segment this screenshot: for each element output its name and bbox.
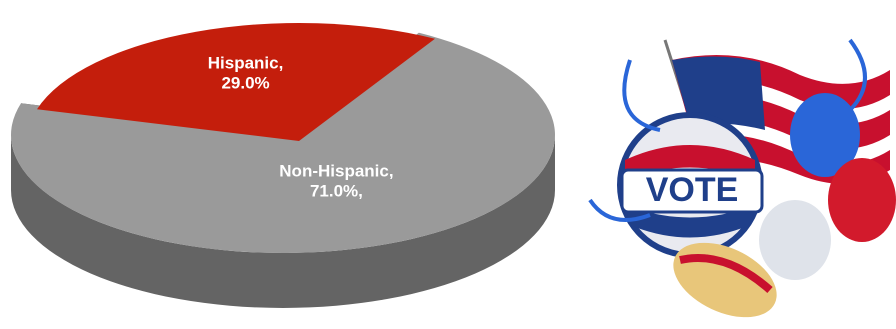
slice-label: Non-Hispanic, [279,161,393,180]
slice-side [11,135,555,308]
svg-text:VOTE: VOTE [646,171,739,209]
pie-tops [11,22,556,254]
slice [37,22,436,142]
slice-label: Hispanic, [208,54,284,73]
slice [11,32,556,254]
pie: Non-Hispanic,71.0%, Hispanic,29.0% [11,22,556,308]
slice-value-label: 29.0% [221,74,269,93]
slice-value-label: 71.0%, [310,181,363,200]
vote-illustration: VOTE [588,38,896,318]
